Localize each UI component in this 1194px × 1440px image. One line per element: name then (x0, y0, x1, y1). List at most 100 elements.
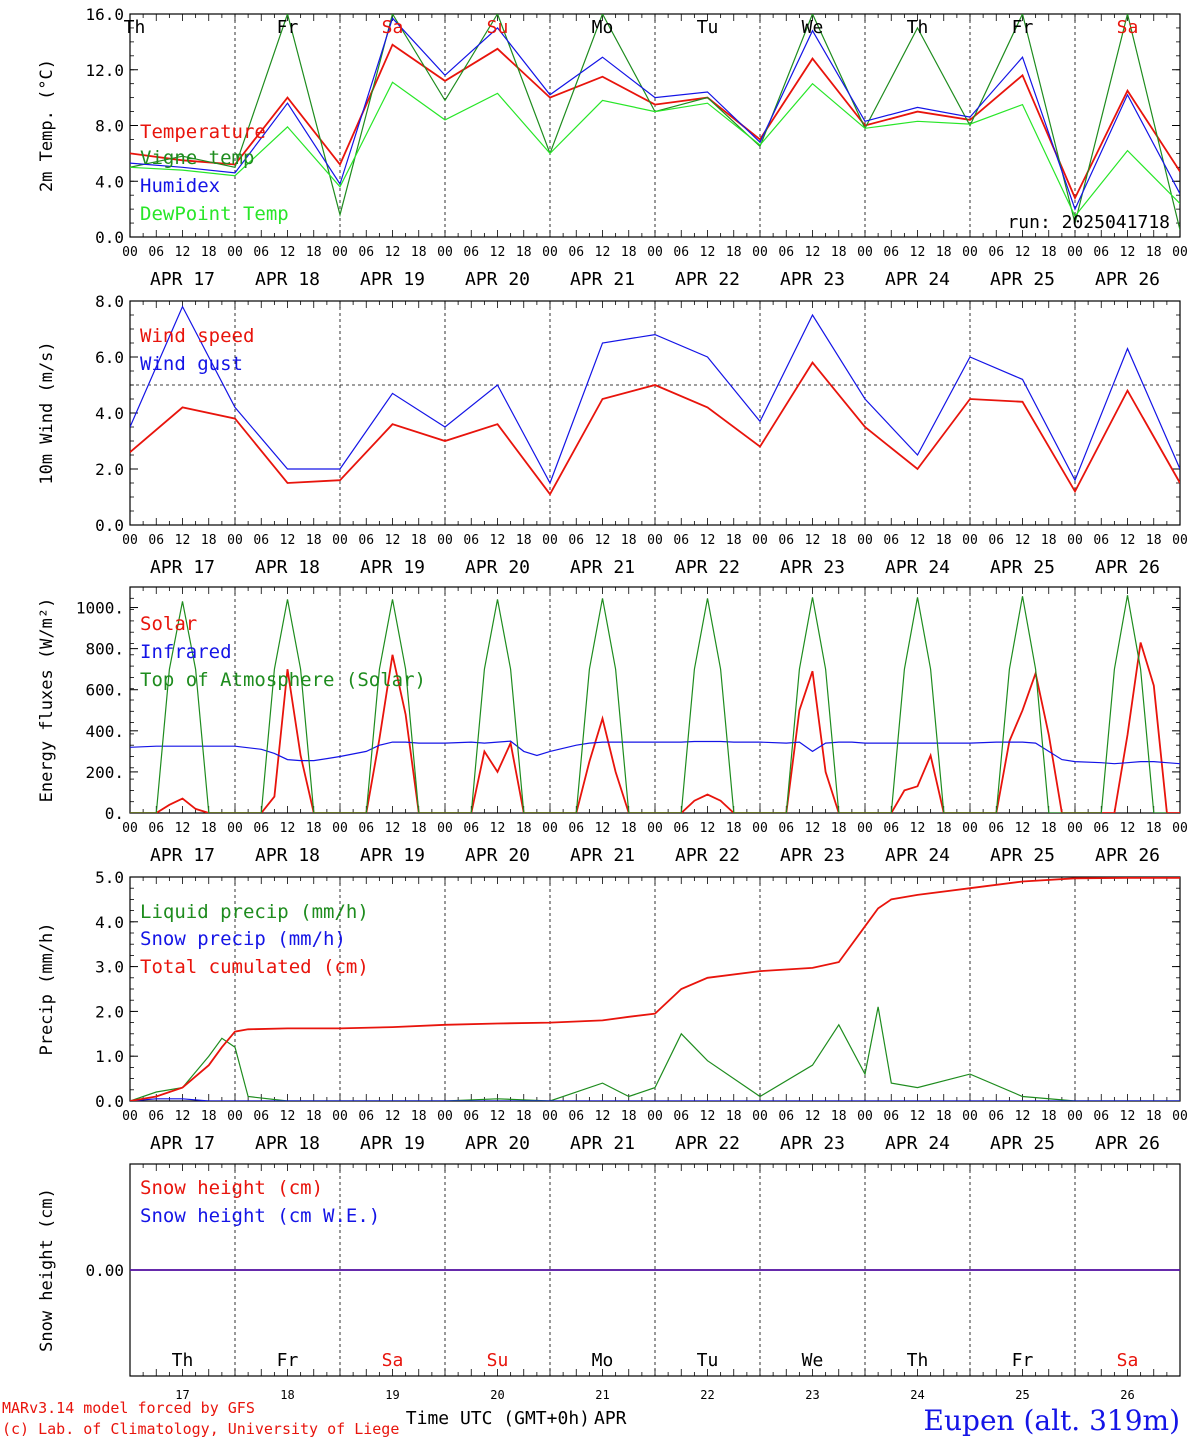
hour-tick-label: 00 (857, 821, 873, 836)
y-tick-label: 8.0 (95, 292, 124, 311)
hour-tick-label: 18 (1041, 533, 1057, 548)
hour-tick-label: 06 (148, 1109, 164, 1124)
hour-tick-label: 00 (332, 245, 348, 260)
hour-tick-label: 00 (962, 245, 978, 260)
hour-tick-label: 06 (463, 245, 479, 260)
date-label: APR 25 (990, 557, 1055, 578)
hour-tick-label: 12 (910, 1109, 926, 1124)
hour-tick-label: 00 (647, 245, 663, 260)
hour-tick-label: 12 (1015, 533, 1031, 548)
hour-tick-label: 00 (647, 821, 663, 836)
hour-tick-label: 00 (1067, 533, 1083, 548)
hour-tick-label: 06 (673, 1109, 689, 1124)
day-number-label: 21 (595, 1388, 609, 1402)
hour-tick-label: 12 (805, 821, 821, 836)
y-tick-label: 3.0 (95, 958, 124, 977)
date-label: APR 18 (255, 269, 320, 290)
hour-tick-label: 18 (936, 1109, 952, 1124)
date-label: APR 22 (675, 557, 740, 578)
hour-tick-label: 06 (568, 245, 584, 260)
series-wind-speed (130, 361, 1180, 496)
hour-tick-label: 12 (1015, 245, 1031, 260)
weekday-label-bottom: Fr (277, 1350, 299, 1371)
hour-tick-label: 12 (595, 245, 611, 260)
panel-4: 0.0 1.0 2.0 3.0 4.0 5.0 Precip (mm/h) Liquid pr… (37, 868, 1188, 1154)
hour-tick-label: 18 (1041, 1109, 1057, 1124)
hour-tick-label: 06 (253, 1109, 269, 1124)
hour-tick-label: 12 (700, 533, 716, 548)
hour-tick-label: 18 (411, 245, 427, 260)
hour-tick-label: 00 (542, 821, 558, 836)
y-tick-label: 800. (85, 640, 124, 659)
hour-tick-label: 18 (1041, 821, 1057, 836)
hour-tick-label: 12 (385, 533, 401, 548)
hour-tick-label: 12 (700, 245, 716, 260)
weekday-label-top: Mo (592, 17, 614, 38)
hour-tick-label: 18 (936, 821, 952, 836)
hour-tick-label: 06 (988, 245, 1004, 260)
hour-tick-label: 00 (437, 821, 453, 836)
legend-entry: Snow precip (mm/h) (140, 928, 346, 950)
hour-tick-label: 12 (805, 533, 821, 548)
hour-tick-label: 12 (385, 245, 401, 260)
weekday-label-bottom: Th (907, 1350, 929, 1371)
hour-tick-label: 00 (647, 1109, 663, 1124)
hour-tick-label: 06 (1093, 1109, 1109, 1124)
hour-tick-label: 18 (621, 533, 637, 548)
y-tick-label: 0. (105, 804, 124, 823)
date-label: APR 24 (885, 269, 950, 290)
weekday-label-bottom: Th (172, 1350, 194, 1371)
y-axis-label: Snow height (cm) (37, 1188, 57, 1352)
hour-tick-label: 12 (490, 821, 506, 836)
hour-tick-label: 18 (1041, 245, 1057, 260)
hour-tick-label: 18 (306, 1109, 322, 1124)
hour-tick-label: 12 (1015, 821, 1031, 836)
hour-tick-label: 00 (962, 821, 978, 836)
hour-tick-label: 00 (122, 1109, 138, 1124)
date-label: APR 19 (360, 1133, 425, 1154)
weekday-label-top: Su (487, 17, 509, 38)
legend-entry: DewPoint Temp (140, 203, 289, 225)
hour-tick-label: 18 (201, 245, 217, 260)
hour-tick-label: 12 (490, 1109, 506, 1124)
legend-entry: Temperature (140, 121, 266, 143)
hour-tick-label: 12 (1120, 821, 1136, 836)
hour-tick-label: 12 (595, 821, 611, 836)
hour-tick-label: 00 (542, 245, 558, 260)
hour-tick-label: 18 (726, 533, 742, 548)
hour-tick-label: 00 (122, 245, 138, 260)
date-label: APR 20 (465, 1133, 530, 1154)
hour-tick-label: 06 (988, 1109, 1004, 1124)
panel-5: 0.00 Snow height (cm) Snow height (cm) Snow… (37, 1163, 1181, 1377)
panel-2: 0.0 2.0 4.0 6.0 8.0 10m Wind (m/s) Wind speed W… (37, 292, 1188, 578)
series-top-of-atmosphere-solar- (130, 595, 1167, 813)
hour-tick-label: 06 (673, 821, 689, 836)
hour-tick-label: 12 (175, 1109, 191, 1124)
legend-entry: Snow height (cm) (140, 1177, 323, 1199)
hour-tick-label: 18 (936, 533, 952, 548)
hour-tick-label: 18 (516, 1109, 532, 1124)
hour-tick-label: 18 (201, 1109, 217, 1124)
y-tick-label: 6.0 (95, 348, 124, 367)
hour-tick-label: 06 (463, 1109, 479, 1124)
y-axis-label: Energy fluxes (W/m²) (37, 598, 57, 803)
y-tick-label: 0.0 (95, 1092, 124, 1111)
legend-entry: Vigne temp (140, 147, 254, 169)
hour-tick-label: 00 (437, 533, 453, 548)
y-tick-label: 200. (85, 763, 124, 782)
hour-tick-label: 06 (463, 821, 479, 836)
hour-tick-label: 06 (358, 821, 374, 836)
hour-tick-label: 00 (1172, 245, 1188, 260)
date-label: APR 17 (150, 845, 215, 866)
weekday-label-bottom: Tu (697, 1350, 719, 1371)
hour-tick-label: 00 (857, 245, 873, 260)
hour-tick-label: 06 (883, 533, 899, 548)
date-label: APR 18 (255, 1133, 320, 1154)
hour-tick-label: 06 (1093, 533, 1109, 548)
y-tick-label: 2.0 (95, 460, 124, 479)
hour-tick-label: 18 (726, 821, 742, 836)
date-label: APR 17 (150, 1133, 215, 1154)
date-label: APR 23 (780, 557, 845, 578)
date-label: APR 17 (150, 557, 215, 578)
date-label: APR 17 (150, 269, 215, 290)
